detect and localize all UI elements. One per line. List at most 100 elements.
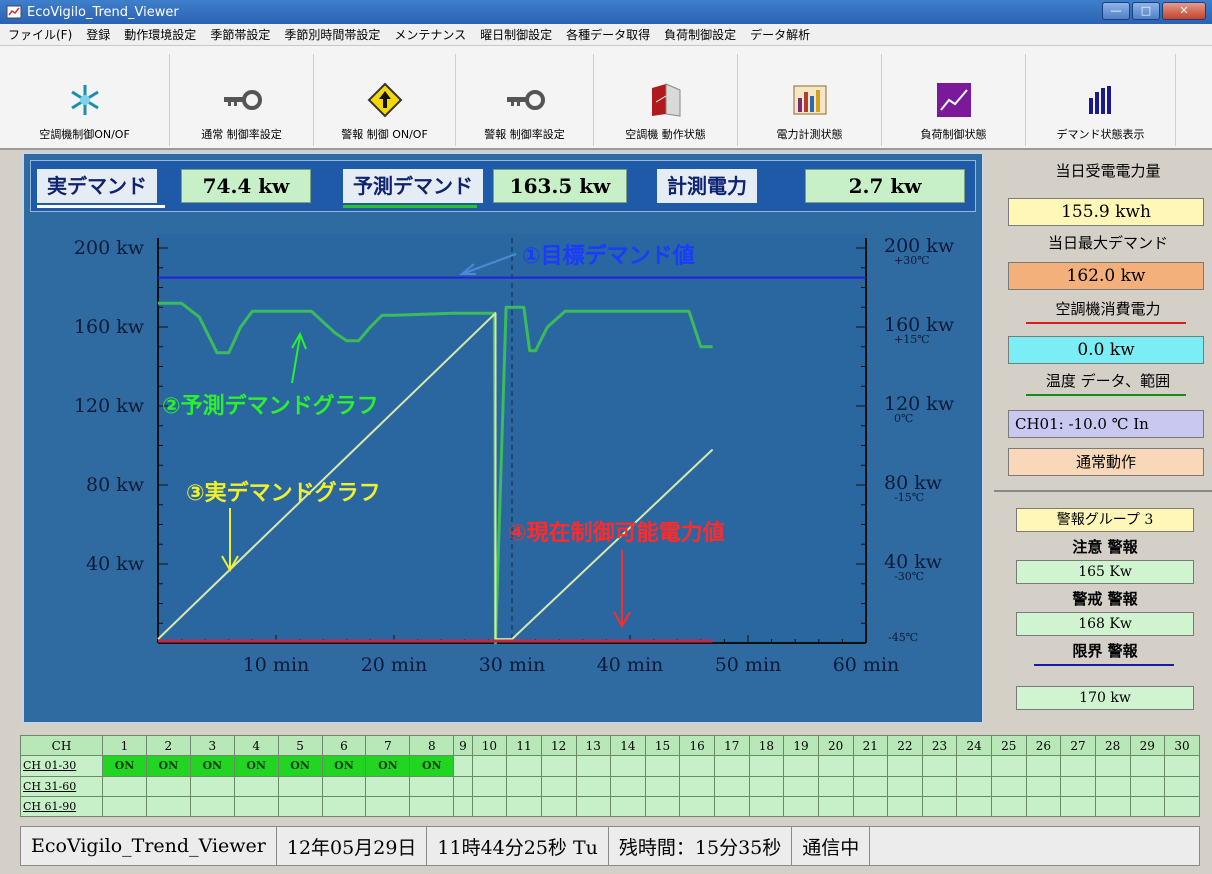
channel-cell[interactable] — [1129, 755, 1166, 777]
channel-cell[interactable] — [956, 775, 992, 797]
channel-cell[interactable] — [471, 775, 508, 797]
channel-cell[interactable]: ON — [145, 755, 191, 777]
channel-cell[interactable] — [921, 795, 958, 818]
maximize-button[interactable]: □ — [1132, 2, 1160, 20]
channel-cell[interactable] — [852, 755, 889, 777]
toolbar-demand-status-button[interactable]: デマンド状態表示 — [1026, 54, 1176, 146]
channel-cell[interactable] — [644, 755, 681, 777]
channel-cell[interactable] — [679, 795, 715, 818]
channel-cell[interactable] — [921, 775, 958, 797]
channel-cell[interactable] — [506, 775, 542, 797]
menu-season[interactable]: 季節帯設定 — [210, 28, 271, 42]
channel-cell[interactable] — [1060, 755, 1096, 777]
channel-cell[interactable] — [233, 795, 279, 818]
channel-cell[interactable] — [1094, 775, 1131, 797]
channel-cell[interactable] — [783, 795, 819, 818]
channel-cell[interactable] — [145, 775, 191, 797]
menu-data-analysis[interactable]: データ解析 — [750, 28, 811, 42]
channel-cell[interactable] — [610, 755, 646, 777]
channel-cell[interactable] — [409, 775, 455, 797]
channel-cell[interactable] — [1060, 775, 1096, 797]
channel-cell[interactable] — [1025, 775, 1062, 797]
channel-cell[interactable] — [321, 795, 367, 818]
channel-cell[interactable] — [365, 775, 411, 797]
channel-cell[interactable]: ON — [233, 755, 279, 777]
channel-cell[interactable] — [817, 795, 854, 818]
menu-load-control[interactable]: 負荷制御設定 — [664, 28, 737, 42]
channel-cell[interactable] — [748, 755, 785, 777]
channel-cell[interactable] — [1094, 795, 1131, 818]
channel-cell[interactable] — [610, 795, 646, 818]
channel-cell[interactable] — [409, 795, 455, 818]
toolbar-ac-status-button[interactable]: 空調機 動作状態 — [594, 54, 738, 146]
toolbar-alarm-control-button[interactable]: 警報 制御 ON/OF — [314, 54, 456, 146]
channel-cell[interactable] — [714, 775, 750, 797]
channel-cell[interactable] — [956, 795, 992, 818]
channel-cell[interactable] — [679, 755, 715, 777]
toolbar-normal-rate-button[interactable]: 通常 制御率設定 — [170, 54, 314, 146]
channel-cell[interactable] — [921, 755, 958, 777]
channel-cell[interactable] — [575, 795, 612, 818]
menu-register[interactable]: 登録 — [86, 28, 111, 42]
minimize-button[interactable]: — — [1102, 2, 1130, 20]
channel-cell[interactable] — [714, 755, 750, 777]
channel-cell[interactable] — [852, 775, 889, 797]
channel-cell[interactable]: ON — [365, 755, 411, 777]
channel-cell[interactable] — [1025, 795, 1062, 818]
channel-cell[interactable] — [991, 755, 1027, 777]
channel-cell[interactable] — [644, 795, 681, 818]
channel-cell[interactable] — [189, 795, 235, 818]
channel-cell[interactable] — [1025, 755, 1062, 777]
channel-cell[interactable] — [887, 795, 923, 818]
channel-cell[interactable] — [102, 795, 147, 818]
channel-cell[interactable] — [365, 795, 411, 818]
channel-cell[interactable] — [1164, 795, 1200, 818]
channel-cell[interactable] — [540, 795, 577, 818]
menu-maintenance[interactable]: メンテナンス — [394, 28, 467, 42]
channel-cell[interactable] — [277, 795, 323, 818]
channel-cell[interactable] — [887, 775, 923, 797]
channel-cell[interactable] — [540, 775, 577, 797]
channel-cell[interactable] — [1094, 755, 1131, 777]
channel-cell[interactable] — [145, 795, 191, 818]
channel-cell[interactable] — [887, 755, 923, 777]
channel-cell[interactable] — [956, 755, 992, 777]
channel-cell[interactable] — [748, 795, 785, 818]
channel-cell[interactable] — [453, 795, 473, 818]
channel-cell[interactable] — [506, 755, 542, 777]
channel-cell[interactable] — [471, 755, 508, 777]
channel-cell[interactable]: ON — [409, 755, 455, 777]
channel-cell[interactable] — [277, 775, 323, 797]
close-button[interactable]: ✕ — [1162, 2, 1206, 20]
channel-cell[interactable] — [506, 795, 542, 818]
channel-cell[interactable] — [453, 775, 473, 797]
channel-cell[interactable] — [991, 795, 1027, 818]
channel-cell[interactable] — [783, 755, 819, 777]
channel-cell[interactable] — [471, 795, 508, 818]
menu-data-get[interactable]: 各種データ取得 — [566, 28, 651, 42]
channel-cell[interactable] — [575, 755, 612, 777]
channel-cell[interactable] — [817, 755, 854, 777]
channel-cell[interactable] — [189, 775, 235, 797]
channel-cell[interactable] — [1164, 755, 1200, 777]
channel-cell[interactable]: ON — [102, 755, 147, 777]
channel-cell[interactable] — [233, 775, 279, 797]
channel-cell[interactable] — [852, 795, 889, 818]
channel-cell[interactable] — [817, 775, 854, 797]
channel-cell[interactable] — [575, 775, 612, 797]
channel-cell[interactable] — [1129, 775, 1166, 797]
menu-season-time[interactable]: 季節別時間帯設定 — [284, 28, 381, 42]
channel-cell[interactable] — [453, 755, 473, 777]
channel-cell[interactable]: ON — [189, 755, 235, 777]
channel-cell[interactable] — [321, 775, 367, 797]
channel-cell[interactable] — [644, 775, 681, 797]
channel-cell[interactable] — [991, 775, 1027, 797]
channel-cell[interactable] — [748, 775, 785, 797]
toolbar-power-status-button[interactable]: 電力計測状態 — [738, 54, 882, 146]
channel-cell[interactable] — [540, 755, 577, 777]
channel-cell[interactable] — [1060, 795, 1096, 818]
channel-cell[interactable] — [102, 775, 147, 797]
channel-cell[interactable] — [783, 775, 819, 797]
toolbar-alarm-rate-button[interactable]: 警報 制御率設定 — [456, 54, 594, 146]
toolbar-ac-control-button[interactable]: 空調機制御ON/OF — [0, 54, 170, 146]
